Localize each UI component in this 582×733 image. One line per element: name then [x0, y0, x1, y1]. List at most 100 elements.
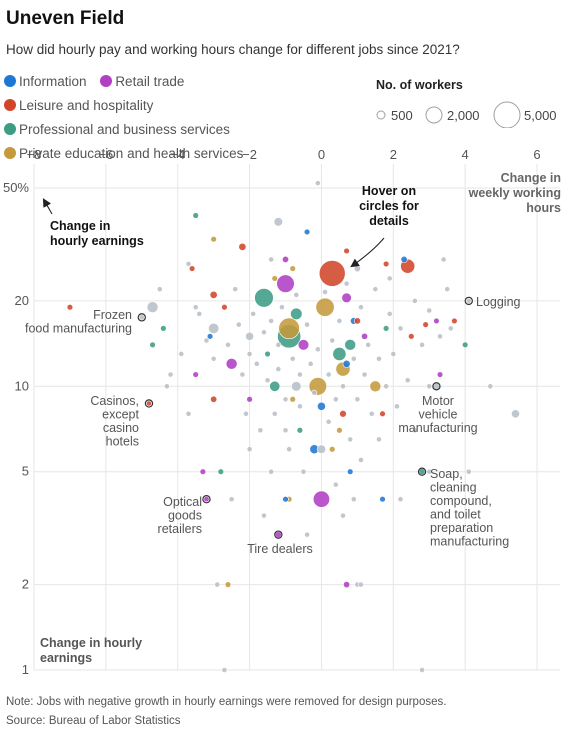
data-point[interactable] — [390, 351, 397, 357]
data-point[interactable] — [250, 310, 257, 317]
data-point[interactable] — [239, 371, 246, 378]
data-point[interactable] — [271, 410, 278, 417]
data-point[interactable] — [419, 341, 425, 348]
data-point[interactable] — [245, 331, 254, 341]
data-point[interactable] — [408, 333, 415, 340]
data-point[interactable] — [426, 468, 433, 475]
data-point[interactable] — [253, 360, 260, 367]
data-point[interactable] — [346, 468, 354, 475]
legend-item-education-health[interactable]: Private education and health services — [4, 142, 243, 166]
data-point[interactable] — [196, 310, 203, 317]
data-point[interactable] — [344, 339, 357, 351]
data-point[interactable] — [208, 322, 220, 334]
data-point[interactable] — [354, 396, 361, 403]
data-point[interactable] — [209, 290, 218, 299]
data-point[interactable] — [332, 481, 339, 488]
data-point[interactable] — [325, 371, 332, 378]
data-point[interactable] — [278, 317, 300, 340]
data-point[interactable] — [379, 495, 386, 503]
data-point[interactable] — [379, 410, 386, 417]
data-point[interactable] — [317, 401, 326, 411]
data-point[interactable] — [461, 341, 469, 349]
data-point[interactable] — [340, 383, 346, 390]
data-point[interactable] — [217, 468, 225, 475]
legend-item-retail[interactable]: Retail trade — [100, 70, 184, 94]
data-point[interactable] — [210, 395, 218, 403]
data-point[interactable] — [340, 512, 346, 519]
data-point[interactable] — [419, 667, 425, 673]
data-point[interactable] — [257, 427, 264, 434]
data-point[interactable] — [303, 228, 311, 236]
data-point[interactable] — [329, 337, 336, 344]
legend-item-professional[interactable]: Professional and business services — [4, 118, 230, 142]
data-point[interactable] — [487, 383, 494, 390]
data-point[interactable] — [304, 321, 310, 328]
data-point[interactable] — [404, 377, 411, 384]
data-point[interactable] — [199, 468, 207, 475]
data-point[interactable] — [376, 436, 382, 443]
data-point[interactable] — [243, 410, 249, 417]
data-point[interactable] — [160, 325, 167, 332]
data-point[interactable] — [138, 314, 145, 321]
data-point[interactable] — [440, 256, 447, 263]
data-point[interactable] — [279, 304, 285, 311]
data-point[interactable] — [358, 581, 364, 588]
data-point[interactable] — [361, 371, 368, 378]
data-point[interactable] — [225, 341, 231, 348]
data-point[interactable] — [146, 301, 159, 314]
data-point[interactable] — [264, 350, 271, 358]
data-point[interactable] — [376, 355, 382, 362]
data-point[interactable] — [273, 217, 283, 227]
data-point[interactable] — [342, 359, 351, 368]
data-points[interactable] — [66, 180, 520, 673]
data-point[interactable] — [214, 581, 221, 588]
data-point[interactable] — [436, 371, 444, 378]
data-point[interactable] — [282, 495, 289, 503]
data-point[interactable] — [411, 427, 418, 434]
data-point[interactable] — [304, 531, 310, 538]
data-point[interactable] — [316, 444, 327, 454]
data-point[interactable] — [235, 321, 242, 328]
data-point[interactable] — [261, 329, 267, 336]
data-point[interactable] — [368, 410, 375, 417]
data-point[interactable] — [332, 347, 347, 361]
data-point[interactable] — [146, 400, 152, 407]
data-point[interactable] — [228, 496, 235, 503]
data-point[interactable] — [314, 180, 321, 187]
data-point[interactable] — [254, 288, 274, 308]
data-point[interactable] — [447, 325, 454, 332]
data-point[interactable] — [269, 380, 281, 392]
data-point[interactable] — [339, 410, 347, 418]
data-point[interactable] — [437, 333, 443, 340]
data-point[interactable] — [268, 256, 275, 263]
data-point[interactable] — [271, 275, 278, 282]
data-point[interactable] — [433, 317, 440, 325]
legend-item-information[interactable]: Information — [4, 70, 87, 94]
data-point[interactable] — [203, 496, 210, 503]
data-point[interactable] — [164, 383, 170, 390]
data-point[interactable] — [221, 304, 228, 311]
data-point[interactable] — [296, 371, 303, 378]
data-point[interactable] — [282, 396, 289, 403]
data-point[interactable] — [289, 396, 296, 403]
data-point[interactable] — [188, 265, 196, 272]
data-point[interactable] — [246, 396, 253, 403]
data-point[interactable] — [347, 436, 354, 443]
data-point[interactable] — [329, 446, 336, 453]
data-point[interactable] — [185, 410, 192, 417]
data-point[interactable] — [315, 297, 335, 317]
data-point[interactable] — [282, 255, 290, 263]
data-point[interactable] — [297, 339, 310, 351]
data-point[interactable] — [382, 260, 390, 268]
data-point[interactable] — [397, 496, 404, 503]
data-point[interactable] — [289, 355, 296, 362]
data-point[interactable] — [206, 333, 214, 340]
data-point[interactable] — [311, 389, 318, 396]
data-point[interactable] — [350, 496, 357, 503]
data-point[interactable] — [343, 280, 350, 287]
data-point[interactable] — [264, 377, 271, 384]
data-point[interactable] — [451, 317, 458, 325]
data-point[interactable] — [66, 304, 74, 311]
data-point[interactable] — [426, 307, 433, 314]
data-point[interactable] — [358, 457, 364, 463]
